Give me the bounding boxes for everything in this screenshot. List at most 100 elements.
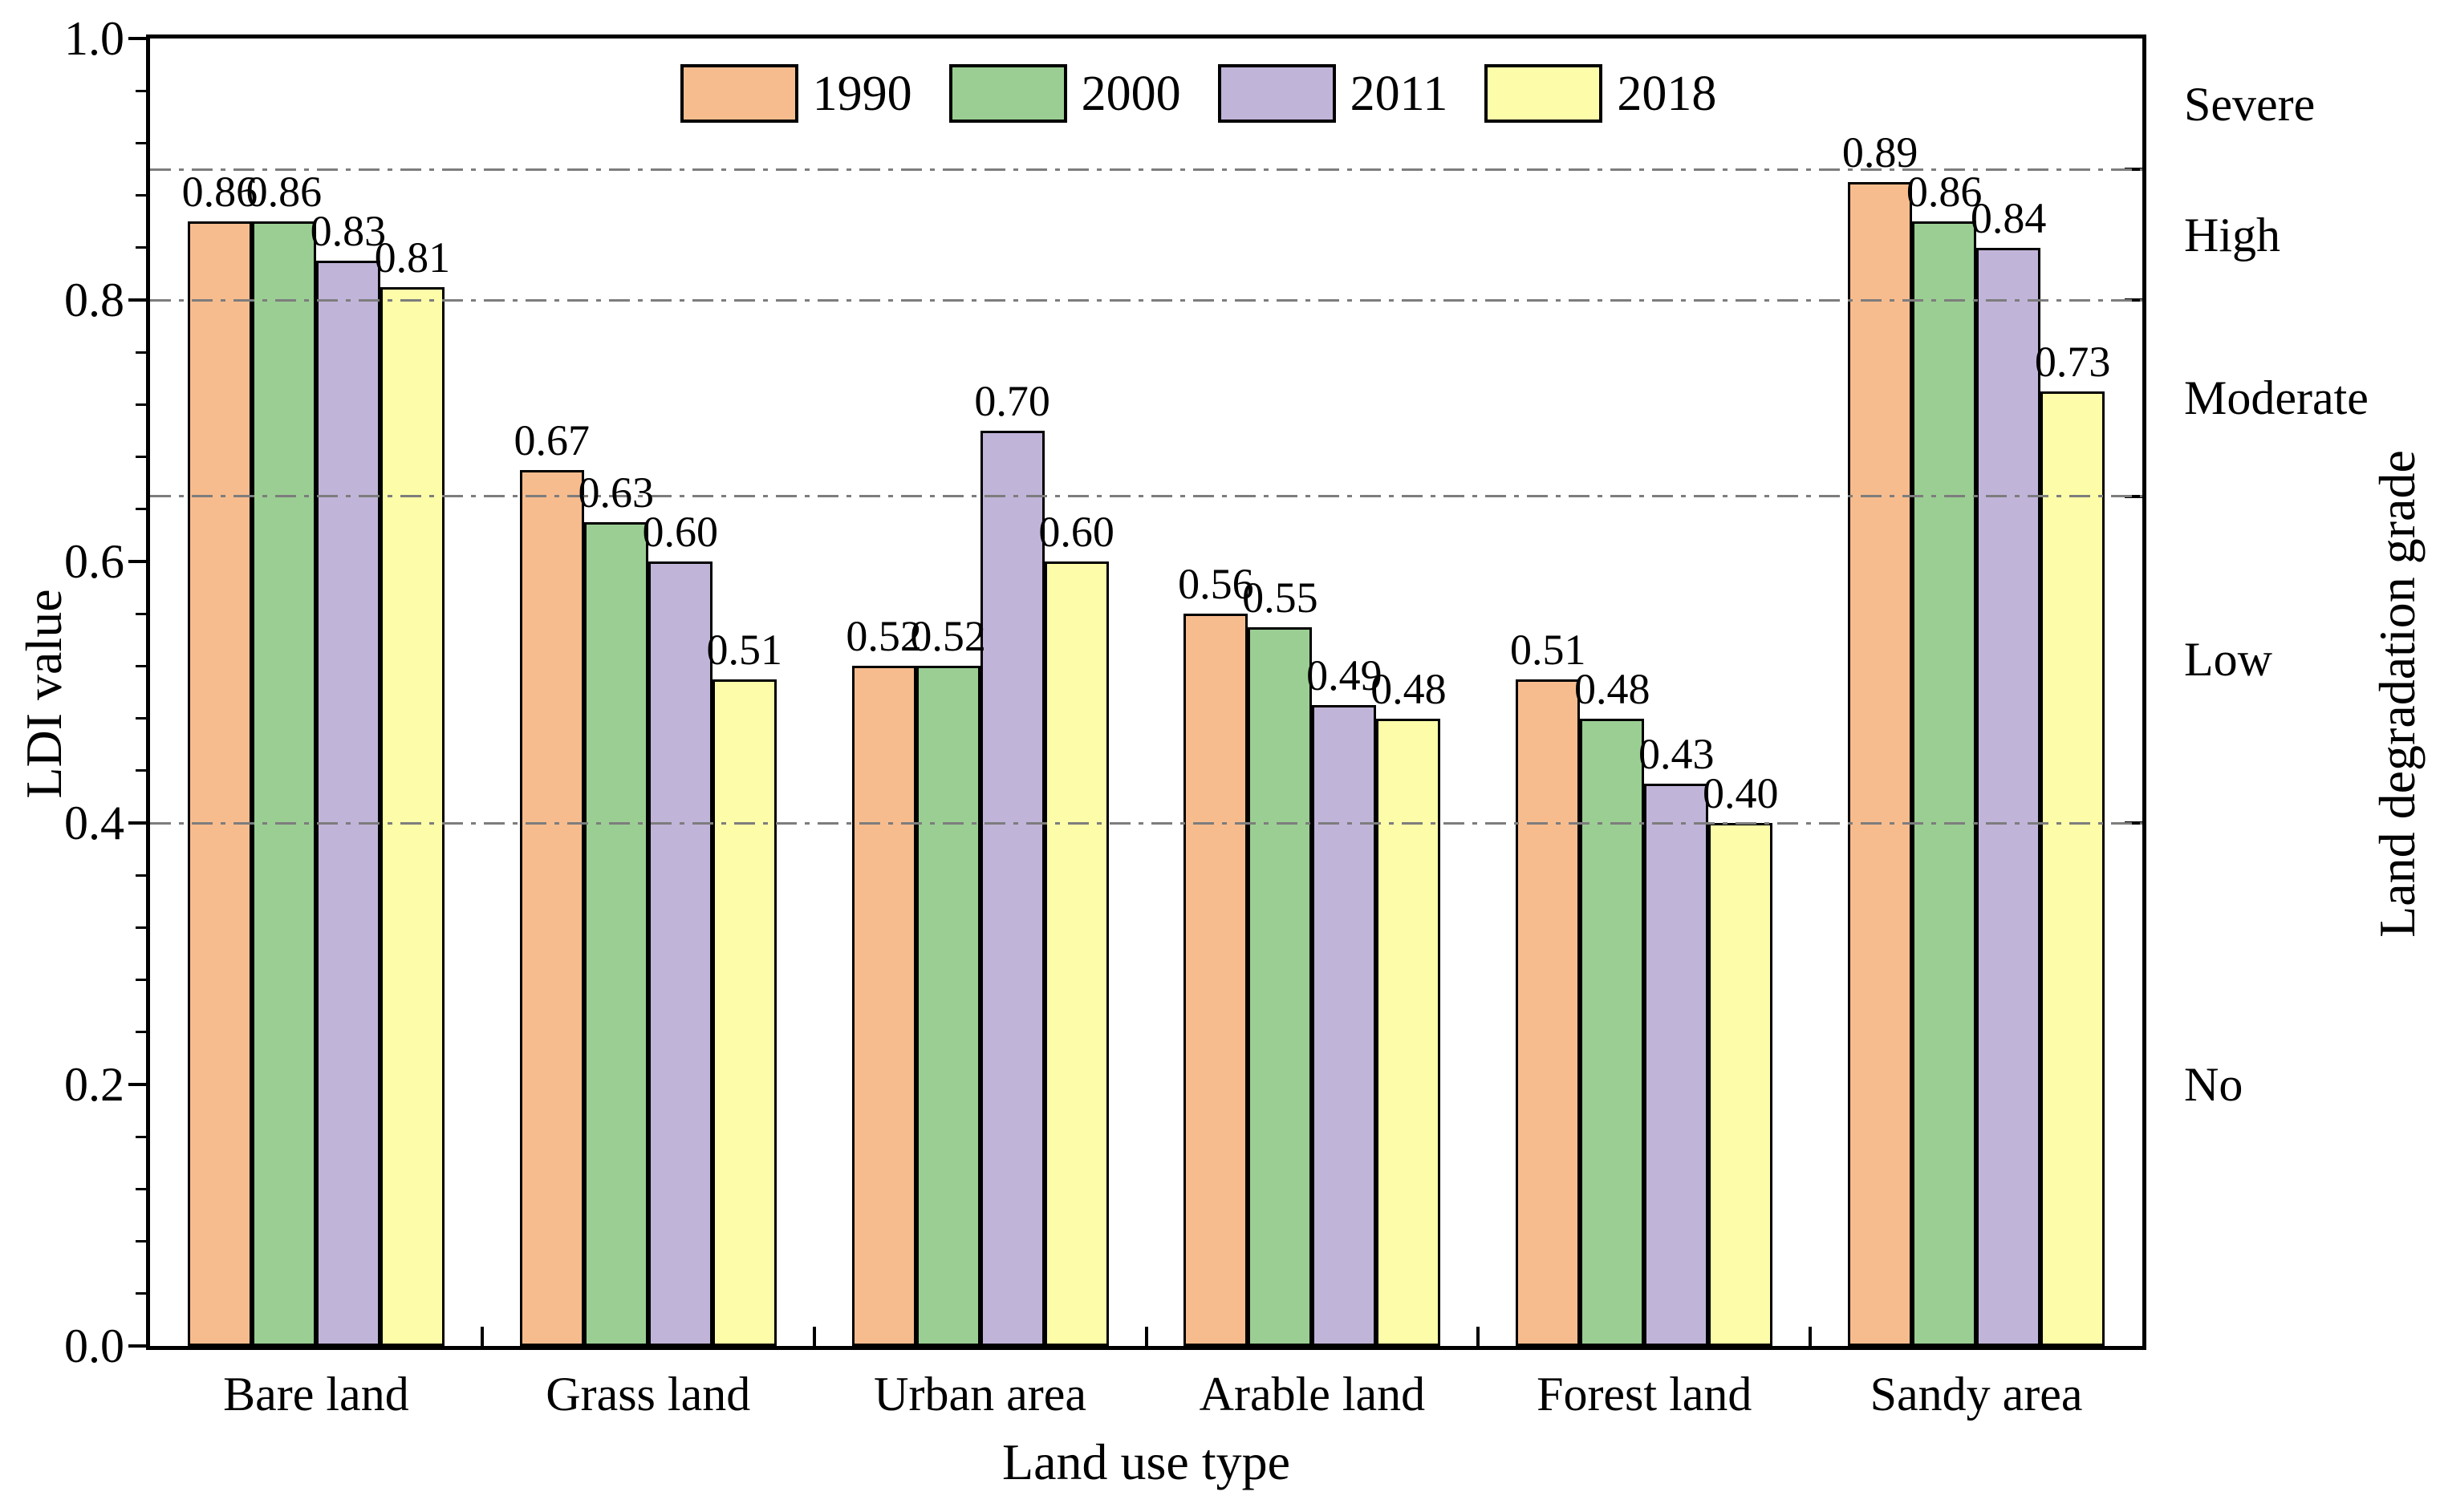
category-label-forest-land: Forest land (1537, 1368, 1752, 1421)
value-label-1990-grass-land: 0.67 (514, 415, 591, 464)
bar-2000-sandy-area (1912, 221, 1977, 1346)
value-label-2018-forest-land: 0.40 (1703, 769, 1779, 817)
value-label-2011-grass-land: 0.60 (642, 508, 719, 556)
legend-label-2018: 2018 (1617, 66, 1717, 121)
y-minor-tick-0.32 (136, 926, 146, 929)
bar-2018-arable-land (1376, 718, 1441, 1346)
y-major-tick-0.8 (128, 298, 146, 302)
x-axis-title: Land use type (1002, 1433, 1290, 1490)
y-minor-tick-0.96 (136, 89, 146, 92)
y-axis-title-left: LDI value (15, 589, 72, 799)
bar-1990-forest-land (1516, 679, 1581, 1346)
y-tick-label-0.8: 0.8 (64, 274, 124, 326)
value-label-2018-sandy-area: 0.73 (2034, 338, 2111, 387)
bar-2018-bare-land (380, 286, 445, 1346)
y-minor-tick-0.56 (136, 612, 146, 615)
y-minor-tick-0.68 (136, 456, 146, 459)
grade-label-low: Low (2184, 633, 2272, 687)
bar-1990-grass-land (519, 469, 584, 1346)
bar-2018-urban-area (1044, 561, 1109, 1346)
y-minor-tick-0.92 (136, 141, 146, 144)
plot-area: 1990 2000 2011 2018 0.86 0.86 0.83 0.81 Bare la… (64, 12, 2369, 1420)
value-label-1990-urban-area: 0.52 (846, 612, 922, 661)
y-minor-tick-0.24 (136, 1031, 146, 1034)
y-major-tick-0.4 (128, 821, 146, 825)
y-axis-title-right: Land degradation grade (2369, 450, 2426, 938)
y-tick-label-0.4: 0.4 (64, 797, 124, 849)
bar-2018-forest-land (1708, 823, 1773, 1346)
value-label-2011-urban-area: 0.70 (974, 377, 1050, 425)
value-label-2000-grass-land: 0.63 (578, 468, 655, 517)
y-minor-tick-0.84 (136, 246, 146, 249)
value-label-2000-sandy-area: 0.86 (1906, 168, 1983, 217)
grade-label-severe: Severe (2184, 77, 2316, 131)
category-label-urban-area: Urban area (874, 1368, 1086, 1421)
bar-2011-urban-area (980, 431, 1045, 1346)
gridline-0.9 (150, 168, 2142, 171)
y-major-tick-0.2 (128, 1083, 146, 1086)
value-label-1990-arable-land: 0.56 (1178, 560, 1254, 609)
value-label-2011-forest-land: 0.43 (1638, 730, 1715, 779)
value-label-2018-bare-land: 0.81 (374, 233, 451, 282)
value-label-2018-urban-area: 0.60 (1038, 508, 1114, 556)
y-minor-tick-0.04 (136, 1292, 146, 1295)
bar-2000-arable-land (1248, 626, 1313, 1346)
legend-swatch-1990 (680, 64, 798, 123)
bar-1990-arable-land (1183, 614, 1248, 1346)
value-label-2000-forest-land: 0.48 (1574, 664, 1650, 713)
y-minor-tick-0.76 (136, 351, 146, 354)
y-minor-tick-0.08 (136, 1240, 146, 1243)
value-label-2018-grass-land: 0.51 (706, 625, 783, 674)
legend-item-2011: 2011 (1217, 64, 1448, 123)
bar-1990-sandy-area (1848, 182, 1913, 1346)
value-label-2000-bare-land: 0.86 (246, 168, 323, 217)
grade-label-moderate: Moderate (2184, 371, 2369, 425)
value-label-1990-bare-land: 0.86 (181, 168, 258, 217)
y-minor-tick-0.64 (136, 508, 146, 511)
value-label-2011-arable-land: 0.49 (1306, 651, 1382, 700)
value-label-2000-urban-area: 0.52 (910, 612, 986, 661)
y-tick-label-0.0: 0.0 (64, 1319, 124, 1372)
y-minor-tick-0.88 (136, 194, 146, 197)
bar-2000-forest-land (1580, 718, 1645, 1346)
category-label-sandy-area: Sandy area (1870, 1368, 2083, 1421)
bar-2000-grass-land (583, 522, 648, 1346)
legend-label-2011: 2011 (1350, 66, 1448, 121)
gridline-0.65 (150, 495, 2142, 497)
legend-label-1990: 1990 (812, 66, 912, 121)
bar-2011-arable-land (1312, 705, 1377, 1346)
y-major-tick-0.0 (128, 1344, 146, 1348)
y-minor-tick-0.48 (136, 717, 146, 720)
category-label-grass-land: Grass land (546, 1368, 751, 1421)
y-tick-label-0.2: 0.2 (64, 1058, 124, 1111)
y-major-tick-1.0 (128, 37, 146, 40)
bar-2011-forest-land (1644, 784, 1709, 1346)
bar-1990-urban-area (851, 666, 916, 1346)
y-minor-tick-0.16 (136, 1135, 146, 1138)
x-axis-tick-5 (1809, 1327, 1813, 1346)
bar-1990-bare-land (187, 221, 252, 1346)
bar-2011-grass-land (648, 561, 713, 1346)
plot-inner: 1990 2000 2011 2018 0.86 0.86 0.83 0.81 Bare la… (64, 12, 2369, 1420)
y-tick-label-1.0: 1.0 (64, 12, 124, 65)
value-label-2011-sandy-area: 0.84 (1970, 193, 2047, 242)
x-axis-tick-1 (480, 1327, 484, 1346)
grade-label-no: No (2184, 1058, 2243, 1111)
bar-2011-bare-land (315, 261, 380, 1346)
x-axis-tick-3 (1144, 1327, 1148, 1346)
value-label-2018-arable-land: 0.48 (1370, 664, 1447, 713)
value-label-2011-bare-land: 0.83 (310, 207, 387, 256)
x-axis-tick-2 (812, 1327, 816, 1346)
value-label-1990-sandy-area: 0.89 (1841, 128, 1918, 177)
y-minor-tick-0.52 (136, 664, 146, 667)
legend-swatch-2011 (1217, 64, 1336, 123)
y-major-tick-0.6 (128, 560, 146, 563)
gridline-0.4 (150, 821, 2142, 825)
legend-swatch-2000 (948, 64, 1067, 123)
value-label-2000-arable-land: 0.55 (1242, 573, 1318, 622)
y-minor-tick-0.72 (136, 403, 146, 406)
gridline-0.8 (150, 298, 2142, 302)
y-tick-label-0.6: 0.6 (64, 535, 124, 588)
y-minor-tick-0.44 (136, 769, 146, 772)
